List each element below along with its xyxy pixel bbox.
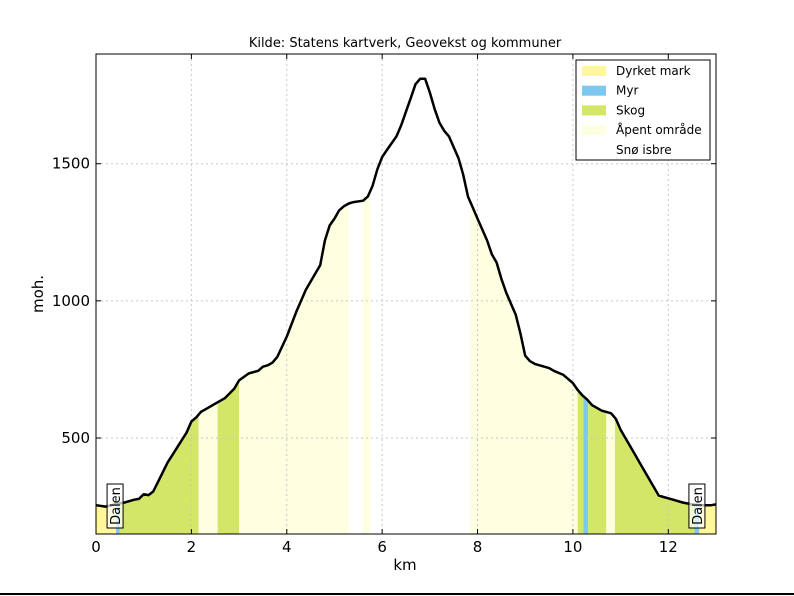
legend-swatch-0	[582, 66, 606, 76]
marker-label-1: Dalen	[691, 487, 706, 525]
legend-swatch-1	[582, 85, 606, 96]
bottom-divider	[0, 593, 794, 595]
legend-label-3: Åpent område	[616, 122, 702, 137]
x-tick-label-3: 6	[377, 538, 387, 556]
marker-label-0: Dalen	[109, 487, 124, 525]
plot-frame	[95, 53, 717, 535]
landcover-segment-5	[239, 78, 349, 534]
y-axis-ticks: 500 1000 1500	[52, 155, 716, 447]
x-tick-label-4: 8	[473, 538, 483, 556]
legend-item-4: Snø isbre	[582, 143, 672, 157]
landcover-segment-8	[370, 78, 471, 534]
legend-swatch-2	[582, 105, 606, 116]
landcover-segment-6	[348, 78, 364, 534]
x-axis-label: km	[393, 556, 416, 574]
y-tick-label-0: 500	[61, 429, 90, 447]
landcover-segment-9	[470, 78, 578, 534]
legend-label-1: Myr	[616, 84, 638, 98]
marker-0: Dalen	[106, 483, 124, 529]
landcover-segment-2	[119, 78, 199, 534]
landcover-segment-0	[96, 78, 117, 534]
landcover-segment-4	[217, 78, 240, 534]
legend-label-4: Snø isbre	[616, 143, 672, 157]
y-tick-label-2: 1500	[52, 155, 90, 173]
x-tick-label-0: 0	[91, 538, 101, 556]
x-tick-label-2: 4	[282, 538, 292, 556]
x-axis-ticks: 0 2 4 6 8 10 12	[91, 54, 678, 556]
x-tick-label-6: 12	[659, 538, 678, 556]
legend-label-0: Dyrket mark	[616, 64, 691, 78]
x-tick-label-1: 2	[187, 538, 197, 556]
y-tick-label-1: 1000	[52, 292, 90, 310]
landcover-segment-1	[116, 78, 120, 534]
legend-item-3: Åpent område	[582, 122, 702, 137]
landcover-segment-7	[363, 78, 371, 534]
legend-label-2: Skog	[616, 103, 645, 117]
legend-swatch-4	[582, 144, 606, 155]
elevation-profile-line	[95, 77, 717, 508]
location-markers: Dalen Dalen	[106, 483, 706, 529]
marker-1: Dalen	[688, 483, 706, 529]
marker-box-0	[106, 483, 124, 529]
y-axis-label: moh.	[29, 275, 47, 313]
legend-item-2: Skog	[582, 103, 645, 117]
landcover-segment-3	[198, 78, 218, 534]
legend-swatch-3	[582, 125, 606, 136]
legend: Dyrket mark Myr Skog Åpent område Snø isbre	[575, 59, 711, 161]
legend-item-0: Dyrket mark	[582, 64, 691, 78]
marker-box-1	[688, 483, 706, 529]
x-tick-label-5: 10	[563, 538, 582, 556]
legend-item-1: Myr	[582, 84, 638, 98]
chart-title: Kilde: Statens kartverk, Geovekst og kom…	[249, 36, 562, 51]
